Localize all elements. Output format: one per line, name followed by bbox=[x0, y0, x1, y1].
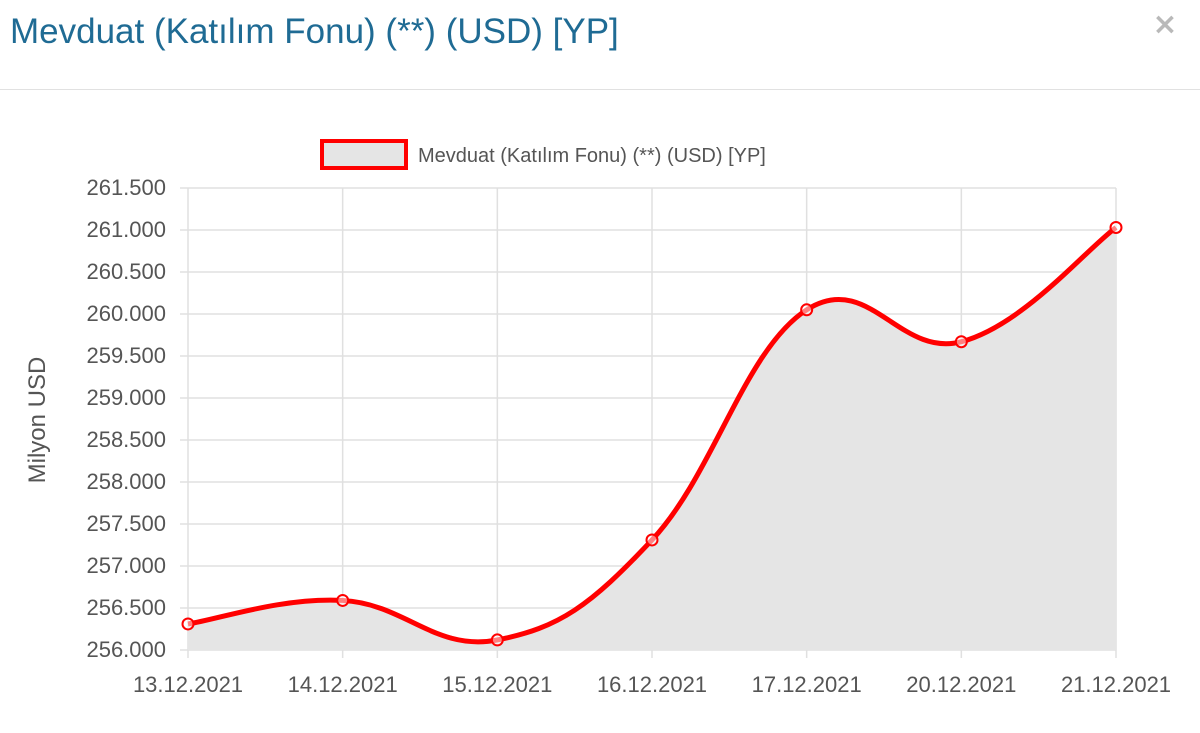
x-tick-label: 13.12.2021 bbox=[133, 672, 243, 697]
legend-swatch[interactable] bbox=[320, 139, 408, 170]
y-tick-label: 261.500 bbox=[86, 175, 166, 200]
data-point[interactable] bbox=[954, 335, 968, 349]
data-point[interactable] bbox=[800, 303, 814, 317]
legend[interactable]: Mevduat (Katılım Fonu) (**) (USD) [YP] bbox=[320, 139, 766, 170]
y-tick-label: 257.500 bbox=[86, 511, 166, 536]
y-tick-label: 261.000 bbox=[86, 217, 166, 242]
y-tick-label: 260.500 bbox=[86, 259, 166, 284]
x-tick-label: 15.12.2021 bbox=[442, 672, 552, 697]
y-tick-label: 258.500 bbox=[86, 427, 166, 452]
series-area-fill bbox=[188, 227, 1116, 651]
y-tick-label: 256.500 bbox=[86, 595, 166, 620]
legend-label[interactable]: Mevduat (Katılım Fonu) (**) (USD) [YP] bbox=[418, 145, 766, 167]
data-point[interactable] bbox=[336, 593, 350, 607]
modal-header: Mevduat (Katılım Fonu) (**) (USD) [YP] × bbox=[0, 0, 1200, 90]
x-tick-label: 20.12.2021 bbox=[906, 672, 1016, 697]
area-chart: 256.000 256.500 257.000 257.500 258.000 258.5… bbox=[24, 139, 1171, 697]
data-point[interactable] bbox=[645, 533, 659, 547]
y-axis-label: Milyon USD bbox=[24, 357, 51, 484]
data-points bbox=[181, 220, 1123, 647]
data-point[interactable] bbox=[490, 633, 504, 647]
x-tick-label: 21.12.2021 bbox=[1061, 672, 1171, 697]
data-point[interactable] bbox=[1109, 220, 1123, 234]
y-tick-label: 259.500 bbox=[86, 343, 166, 368]
x-tick-label: 16.12.2021 bbox=[597, 672, 707, 697]
y-tick-label: 260.000 bbox=[86, 301, 166, 326]
y-axis-ticks: 256.000 256.500 257.000 257.500 258.000 258.5… bbox=[86, 175, 166, 662]
y-tick-label: 256.000 bbox=[86, 637, 166, 662]
close-icon[interactable]: × bbox=[1150, 8, 1180, 42]
y-tick-label: 257.000 bbox=[86, 553, 166, 578]
modal-title: Mevduat (Katılım Fonu) (**) (USD) [YP] bbox=[10, 12, 619, 51]
x-axis-ticks: 13.12.2021 14.12.2021 15.12.2021 16.12.2021… bbox=[133, 672, 1171, 697]
y-tick-label: 259.000 bbox=[86, 385, 166, 410]
data-point[interactable] bbox=[181, 617, 195, 631]
x-tick-label: 14.12.2021 bbox=[288, 672, 398, 697]
x-tick-label: 17.12.2021 bbox=[752, 672, 862, 697]
y-tick-label: 258.000 bbox=[86, 469, 166, 494]
